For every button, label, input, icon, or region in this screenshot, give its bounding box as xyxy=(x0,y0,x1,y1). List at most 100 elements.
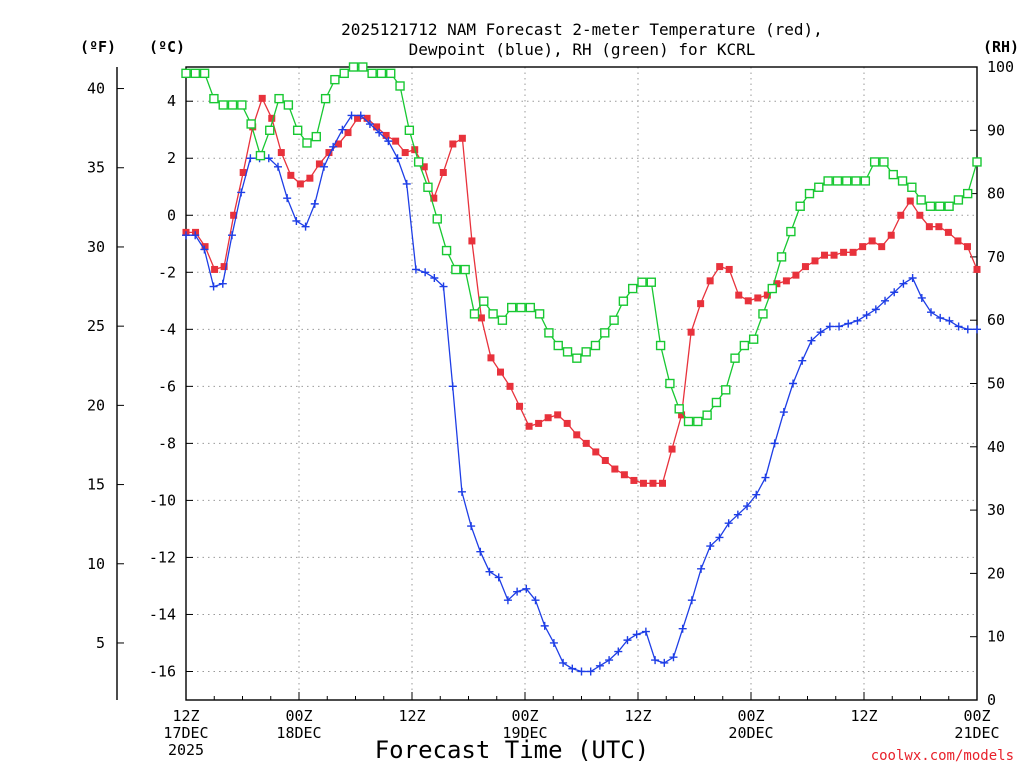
dewpoint-point xyxy=(733,510,742,519)
time-tick-label: 12Z xyxy=(624,707,651,725)
dewpoint-point xyxy=(715,533,724,542)
dewpoint-point xyxy=(310,199,319,208)
temperature-point xyxy=(544,414,552,422)
temperature-point xyxy=(716,263,724,271)
temperature-point xyxy=(868,237,876,245)
rh-point xyxy=(525,302,536,313)
dewpoint-point xyxy=(761,473,770,482)
rh-point xyxy=(916,195,926,205)
chart-title-line-2: Dewpoint (blue), RH (green) for KCRL xyxy=(409,40,756,59)
rh-point xyxy=(283,100,294,110)
dewpoint-point xyxy=(246,154,255,163)
rh-point xyxy=(748,334,759,344)
temperature-point xyxy=(506,382,514,390)
temperature-point xyxy=(315,160,323,168)
rh-point xyxy=(534,309,545,319)
rh-point xyxy=(693,416,703,427)
rh-point xyxy=(237,100,247,110)
dewpoint-point xyxy=(963,325,972,334)
temperature-point xyxy=(811,257,819,265)
temperature-point xyxy=(973,265,981,273)
temperature-point xyxy=(430,194,438,202)
rh-tick-label: 30 xyxy=(987,501,1005,519)
dewpoint-point xyxy=(844,319,853,328)
rh-point xyxy=(804,188,815,199)
dewpoint-point xyxy=(430,274,439,282)
celsius-unit-label: (ºC) xyxy=(149,38,185,56)
rh-ticks: 0 10 20 30 40 50 60 70 80 90 100 xyxy=(970,58,1014,709)
temperature-point xyxy=(592,448,600,456)
temperature-point xyxy=(859,243,867,251)
temperature-point xyxy=(363,114,371,122)
rh-point xyxy=(395,81,405,91)
dewpoint-point xyxy=(807,336,816,345)
temperature-point xyxy=(735,291,743,299)
dewpoint-point xyxy=(319,162,328,171)
plot-frame xyxy=(185,66,978,701)
time-tick-label: 20DEC xyxy=(728,724,773,742)
dewpoint-point xyxy=(835,322,844,331)
dewpoint-point xyxy=(825,322,834,331)
time-tick-label: 00Z xyxy=(511,707,538,725)
rh-point xyxy=(553,340,563,351)
dewpoint-point xyxy=(476,547,485,556)
dewpoint-point xyxy=(421,268,430,277)
rh-point xyxy=(209,93,219,104)
fahrenheit-tick-label: 20 xyxy=(87,396,105,414)
temperature-point xyxy=(496,368,504,376)
time-tick-label: 17DEC xyxy=(163,724,208,742)
celsius-tick-label: -14 xyxy=(149,605,176,623)
rh-point xyxy=(944,201,954,211)
dewpoint-point xyxy=(752,490,761,499)
rh-point xyxy=(972,157,982,167)
temperature-point xyxy=(773,280,781,288)
source-credit: coolwx.com/models xyxy=(871,748,1014,764)
temperature-point xyxy=(373,123,381,131)
temperature-point xyxy=(477,314,485,322)
rh-point xyxy=(925,201,936,211)
dewpoint-point xyxy=(669,653,678,662)
dewpoint-point xyxy=(862,311,871,320)
temperature-point xyxy=(344,129,352,137)
celsius-tick-label: -2 xyxy=(158,263,176,281)
dewpoint-point xyxy=(494,573,503,582)
dewpoint-point xyxy=(549,638,558,647)
dewpoint-point xyxy=(724,519,733,528)
chart-title-line-1: 2025121712 NAM Forecast 2-meter Temperat… xyxy=(341,20,823,39)
celsius-tick-label: 4 xyxy=(167,92,176,110)
celsius-tick-label: -6 xyxy=(158,377,176,395)
temperature-point xyxy=(582,439,590,447)
fahrenheit-tick-label: 25 xyxy=(87,317,105,335)
rh-line xyxy=(186,66,978,423)
temperature-point xyxy=(382,131,390,139)
rh-point xyxy=(479,296,489,306)
rh-point xyxy=(683,416,694,427)
dewpoint-point xyxy=(227,231,236,240)
rh-point xyxy=(339,68,349,79)
rh-point xyxy=(292,125,303,136)
rh-point xyxy=(488,309,498,319)
celsius-tick-label: -16 xyxy=(149,662,176,680)
temperature-point xyxy=(954,237,962,245)
rh-point xyxy=(767,283,777,294)
dewpoint-point xyxy=(393,154,402,163)
rh-point xyxy=(786,226,796,237)
dewpoint-point xyxy=(586,667,595,676)
dewpoint-point xyxy=(660,658,669,667)
dewpoint-point xyxy=(890,288,899,297)
rh-point xyxy=(953,195,964,205)
dewpoint-point xyxy=(237,188,246,197)
temperature-point xyxy=(649,479,657,487)
dewpoint-point xyxy=(678,624,687,633)
rh-point xyxy=(758,309,768,319)
dewpoint-point xyxy=(503,596,512,605)
rh-point xyxy=(814,182,824,192)
temperature-point xyxy=(935,223,943,231)
rh-point xyxy=(386,68,396,79)
dewpoint-point xyxy=(411,265,420,274)
time-tick-label: 12Z xyxy=(850,707,877,725)
rh-point xyxy=(897,176,908,186)
rh-point xyxy=(702,410,712,420)
temperature-point xyxy=(258,94,266,102)
